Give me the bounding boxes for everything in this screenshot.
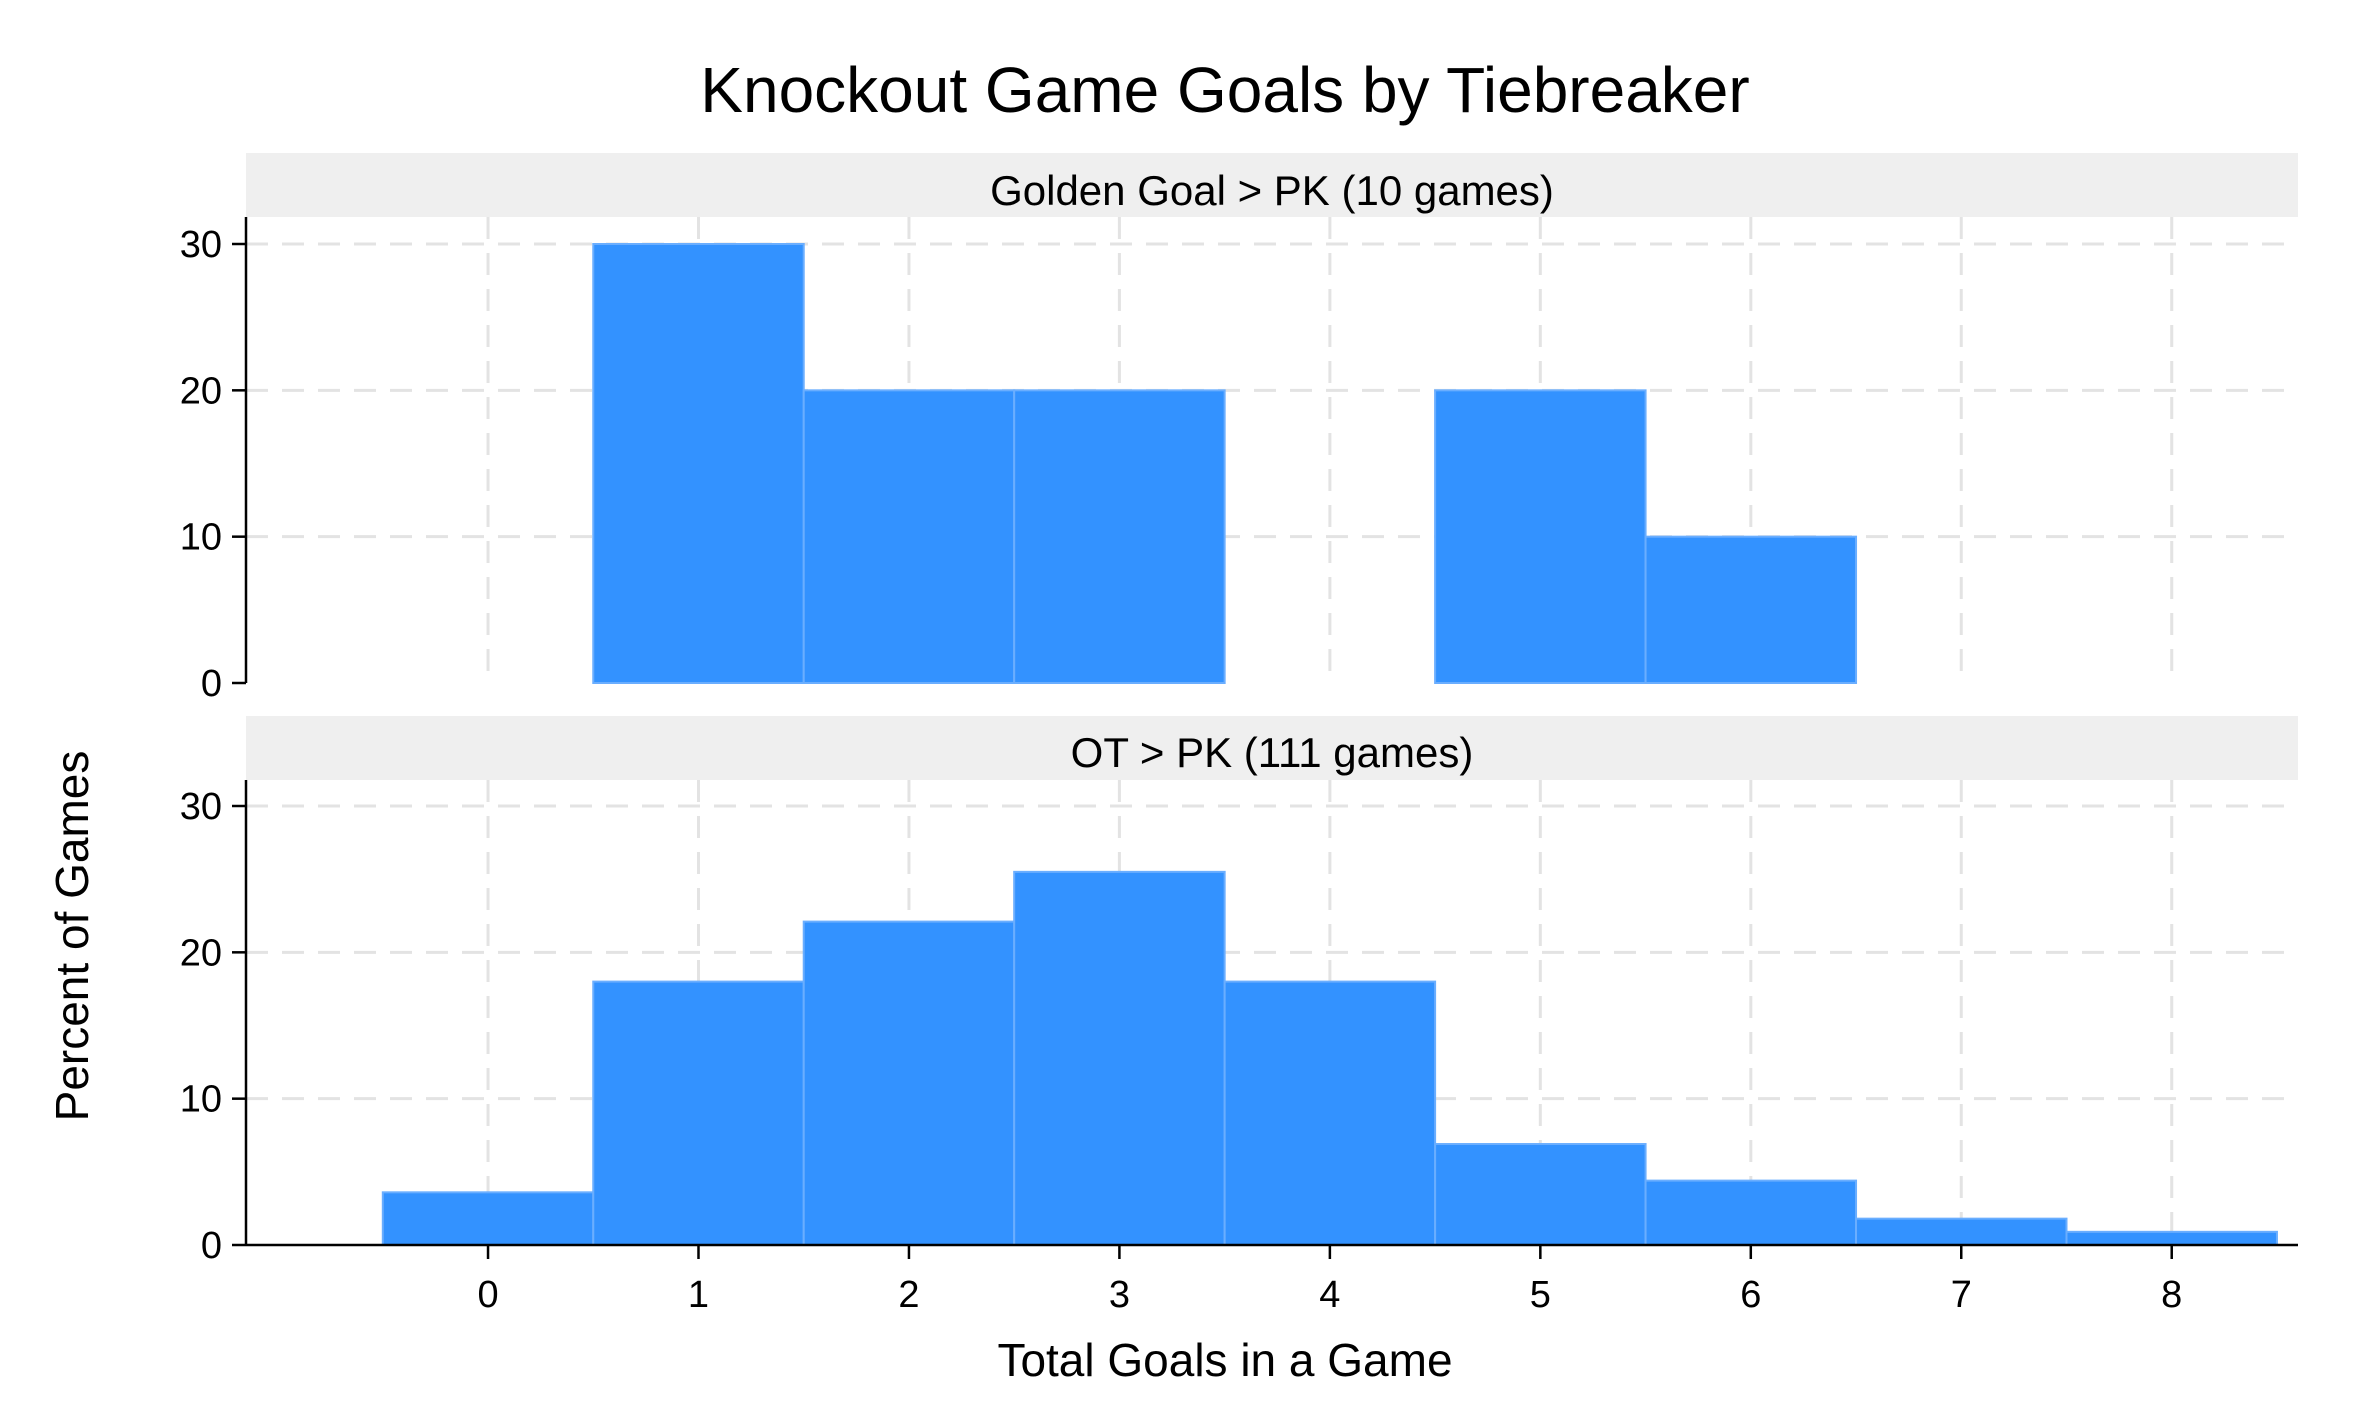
bars	[381, 870, 2278, 1247]
x-tick-label: 1	[688, 1274, 709, 1316]
x-axis-title: Total Goals in a Game	[997, 1334, 1452, 1386]
grid-lines	[246, 217, 2298, 683]
x-tick-label: 4	[1319, 1274, 1340, 1316]
x-tick-label: 3	[1109, 1274, 1130, 1316]
histogram-bar	[802, 389, 1016, 684]
x-tick-label: 6	[1740, 1274, 1761, 1316]
panel-ot: OT > PK (111 games) 0 10 20 30	[180, 716, 2298, 1267]
y-axis: 0 10 20 30	[180, 780, 248, 1267]
histogram-bar	[1013, 389, 1226, 684]
y-tick-label: 30	[180, 786, 222, 828]
x-tick-label: 7	[1951, 1274, 1972, 1316]
y-tick-label: 30	[180, 224, 222, 266]
x-tick-label: 2	[898, 1274, 919, 1316]
histogram-bar	[802, 920, 1016, 1246]
histogram-bar	[592, 243, 805, 684]
x-tick-label: 0	[477, 1274, 498, 1316]
y-tick-label: 20	[180, 932, 222, 974]
y-tick-label: 0	[201, 1225, 222, 1267]
y-tick-label: 0	[201, 663, 222, 705]
histogram-bar	[1855, 1217, 2068, 1247]
histogram-bar	[592, 980, 805, 1246]
histogram-bar	[1223, 980, 1437, 1246]
strip-label: Golden Goal > PK (10 games)	[990, 167, 1554, 214]
histogram-bar	[381, 1191, 595, 1246]
histogram-bar	[1434, 389, 1647, 684]
x-tick-label: 5	[1530, 1274, 1551, 1316]
y-tick-label: 10	[180, 1079, 222, 1121]
panel-golden-goal: Golden Goal > PK (10 games) 0 10 20 30	[180, 153, 2298, 705]
histogram-bar	[1644, 535, 1858, 685]
y-tick-label: 10	[180, 517, 222, 559]
strip-label: OT > PK (111 games)	[1071, 729, 1474, 776]
chart-title: Knockout Game Goals by Tiebreaker	[700, 54, 1749, 126]
strip-background	[246, 153, 2298, 217]
y-axis: 0 10 20 30	[180, 217, 248, 705]
strip-background	[246, 716, 2298, 780]
histogram-bar	[2065, 1230, 2278, 1246]
histogram-bar	[1013, 870, 1226, 1246]
histogram-bar	[1644, 1179, 1858, 1246]
y-axis-title: Percent of Games	[46, 751, 98, 1122]
y-tick-label: 20	[180, 370, 222, 412]
x-tick-label: 8	[2161, 1274, 2182, 1316]
histogram-bar	[1434, 1143, 1647, 1247]
bars	[592, 243, 1858, 685]
x-axis: 0 1 2 3 4 5 6 7 8	[246, 1243, 2298, 1316]
